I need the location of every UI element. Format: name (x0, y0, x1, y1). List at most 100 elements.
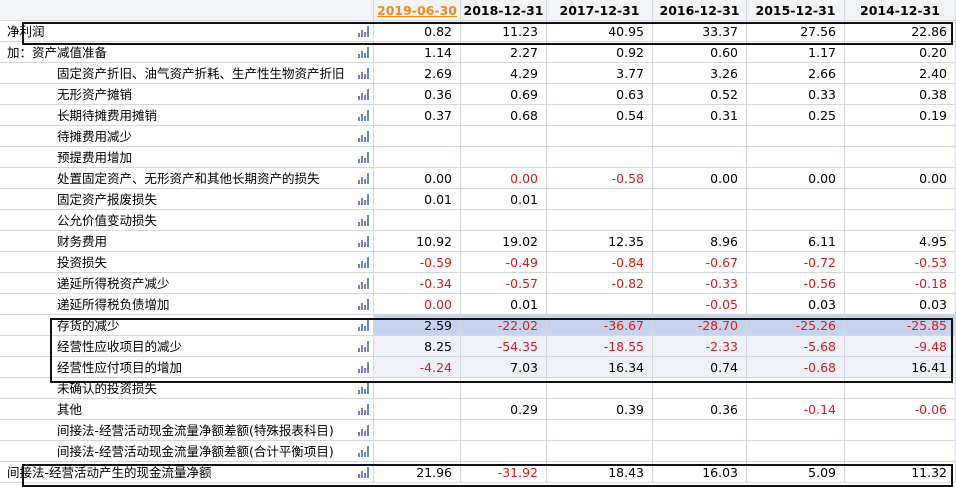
bar-chart-icon[interactable] (358, 152, 370, 163)
table-row[interactable]: 其他 0.29 0.39 0.36 -0.14 -0.06 (0, 399, 956, 420)
column-header-2019-06-30[interactable]: 2019-06-30 (374, 0, 461, 21)
table-row[interactable]: 未确认的投资损失 (0, 378, 956, 399)
bar-chart-icon[interactable] (358, 278, 370, 289)
bar-chart-icon[interactable] (358, 215, 370, 226)
value-cell (374, 399, 461, 420)
value-cell (547, 126, 653, 147)
table-row[interactable]: 加：资产减值准备 1.14 2.27 0.92 0.60 1.17 0.20 (0, 42, 956, 63)
bar-chart-icon[interactable] (358, 446, 370, 457)
table-row[interactable]: 预提费用增加 (0, 147, 956, 168)
value-cell: 0.00 (653, 168, 747, 189)
table-row[interactable]: 净利润 0.82 11.23 40.95 33.37 27.56 22.86 (0, 21, 956, 42)
value-cell (653, 147, 747, 168)
value-cell (374, 378, 461, 399)
value-cell: -2.33 (653, 336, 747, 357)
value-cell: -18.55 (547, 336, 653, 357)
table-row[interactable]: 经营性应收项目的减少 8.25 -54.35 -18.55 -2.33 -5.68 -9.4… (0, 336, 956, 357)
table-row[interactable]: 递延所得税负债增加 0.00 0.01 -0.05 0.03 0.03 (0, 294, 956, 315)
table-row[interactable]: 间接法-经营活动产生的现金流量净额 21.96 -31.92 18.43 16.03 5.… (0, 462, 956, 483)
table-row[interactable]: 固定资产折旧、油气资产折耗、生产性生物资产折旧 2.69 4.29 3.77 3.26 2… (0, 63, 956, 84)
header-label-cell (0, 0, 374, 21)
value-cell: 0.68 (461, 105, 547, 126)
bar-chart-icon[interactable] (358, 131, 370, 142)
value-cell (653, 189, 747, 210)
bar-chart-icon[interactable] (358, 425, 370, 436)
bar-chart-icon[interactable] (358, 173, 370, 184)
bar-chart-icon[interactable] (358, 110, 370, 121)
bar-chart-icon[interactable] (358, 26, 370, 37)
value-cell (747, 210, 845, 231)
value-cell: 4.95 (845, 231, 956, 252)
bar-chart-icon[interactable] (358, 383, 370, 394)
bar-chart-icon[interactable] (358, 467, 370, 478)
row-label-text: 预提费用增加 (57, 150, 133, 165)
bar-chart-icon[interactable] (358, 299, 370, 310)
row-label: 长期待摊费用摊销 (0, 105, 374, 126)
table-row[interactable]: 递延所得税资产减少 -0.34 -0.57 -0.82 -0.33 -0.56 -0.18 (0, 273, 956, 294)
column-header-2014-12-31[interactable]: 2014-12-31 (845, 0, 956, 21)
row-label: 经营性应收项目的减少 (0, 336, 374, 357)
bar-chart-icon[interactable] (358, 236, 370, 247)
bar-chart-icon[interactable] (358, 341, 370, 352)
table-row[interactable]: 财务费用 10.92 19.02 12.35 8.96 6.11 4.95 (0, 231, 956, 252)
value-cell (547, 378, 653, 399)
value-cell: 11.23 (461, 21, 547, 42)
row-label: 待摊费用减少 (0, 126, 374, 147)
value-cell: 0.92 (547, 42, 653, 63)
value-cell: -0.56 (747, 273, 845, 294)
value-cell (845, 189, 956, 210)
row-label-text: 净利润 (7, 24, 45, 39)
value-cell: 2.66 (747, 63, 845, 84)
table-row[interactable]: 待摊费用减少 (0, 126, 956, 147)
value-cell: 7.03 (461, 357, 547, 378)
value-cell: 0.03 (747, 294, 845, 315)
bar-chart-icon[interactable] (358, 68, 370, 79)
value-cell (547, 294, 653, 315)
row-label-text: 固定资产报废损失 (57, 192, 158, 207)
column-header-2015-12-31[interactable]: 2015-12-31 (747, 0, 845, 21)
value-cell: 0.01 (374, 189, 461, 210)
value-cell: -0.53 (845, 252, 956, 273)
row-label-text: 处置固定资产、无形资产和其他长期资产的损失 (57, 171, 320, 186)
value-cell: 0.00 (461, 168, 547, 189)
row-label: 递延所得税负债增加 (0, 294, 374, 315)
table-row[interactable]: 长期待摊费用摊销 0.37 0.68 0.54 0.31 0.25 0.19 (0, 105, 956, 126)
row-label-text: 待摊费用减少 (57, 129, 133, 144)
bar-chart-icon[interactable] (358, 257, 370, 268)
column-header-2016-12-31[interactable]: 2016-12-31 (653, 0, 747, 21)
value-cell: 0.00 (845, 168, 956, 189)
bar-chart-icon[interactable] (358, 47, 370, 58)
row-label: 预提费用增加 (0, 147, 374, 168)
bar-chart-icon[interactable] (358, 404, 370, 415)
value-cell (747, 126, 845, 147)
bar-chart-icon[interactable] (358, 362, 370, 373)
value-cell: -28.70 (653, 315, 747, 336)
value-cell: 2.69 (374, 63, 461, 84)
value-cell: 0.31 (653, 105, 747, 126)
value-cell: -25.26 (747, 315, 845, 336)
row-label-text: 财务费用 (57, 234, 108, 249)
row-label-text: 经营性应收项目的减少 (57, 339, 183, 354)
column-header-2017-12-31[interactable]: 2017-12-31 (547, 0, 653, 21)
value-cell: 4.29 (461, 63, 547, 84)
bar-chart-icon[interactable] (358, 320, 370, 331)
column-header-2018-12-31[interactable]: 2018-12-31 (461, 0, 547, 21)
table-row[interactable]: 处置固定资产、无形资产和其他长期资产的损失 0.00 0.00 -0.58 0.00 0.… (0, 168, 956, 189)
value-cell: 0.00 (374, 294, 461, 315)
value-cell: -5.68 (747, 336, 845, 357)
row-label: 经营性应付项目的增加 (0, 357, 374, 378)
value-cell: -54.35 (461, 336, 547, 357)
value-cell: -0.84 (547, 252, 653, 273)
table-row[interactable]: 无形资产摊销 0.36 0.69 0.63 0.52 0.33 0.38 (0, 84, 956, 105)
table-row[interactable]: 公允价值变动损失 (0, 210, 956, 231)
value-cell: 0.82 (374, 21, 461, 42)
bar-chart-icon[interactable] (358, 194, 370, 205)
table-row[interactable]: 间接法-经营活动现金流量净额差额(特殊报表科目) (0, 420, 956, 441)
row-label-text: 存货的减少 (57, 318, 120, 333)
bar-chart-icon[interactable] (358, 89, 370, 100)
table-row[interactable]: 投资损失 -0.59 -0.49 -0.84 -0.67 -0.72 -0.53 (0, 252, 956, 273)
table-row[interactable]: 存货的减少 2.59 -22.02 -36.67 -28.70 -25.26 -25.85 (0, 315, 956, 336)
table-row[interactable]: 经营性应付项目的增加 -4.24 7.03 16.34 0.74 -0.68 16.41 (0, 357, 956, 378)
table-row[interactable]: 间接法-经营活动现金流量净额差额(合计平衡项目) (0, 441, 956, 462)
table-row[interactable]: 固定资产报废损失 0.01 0.01 (0, 189, 956, 210)
